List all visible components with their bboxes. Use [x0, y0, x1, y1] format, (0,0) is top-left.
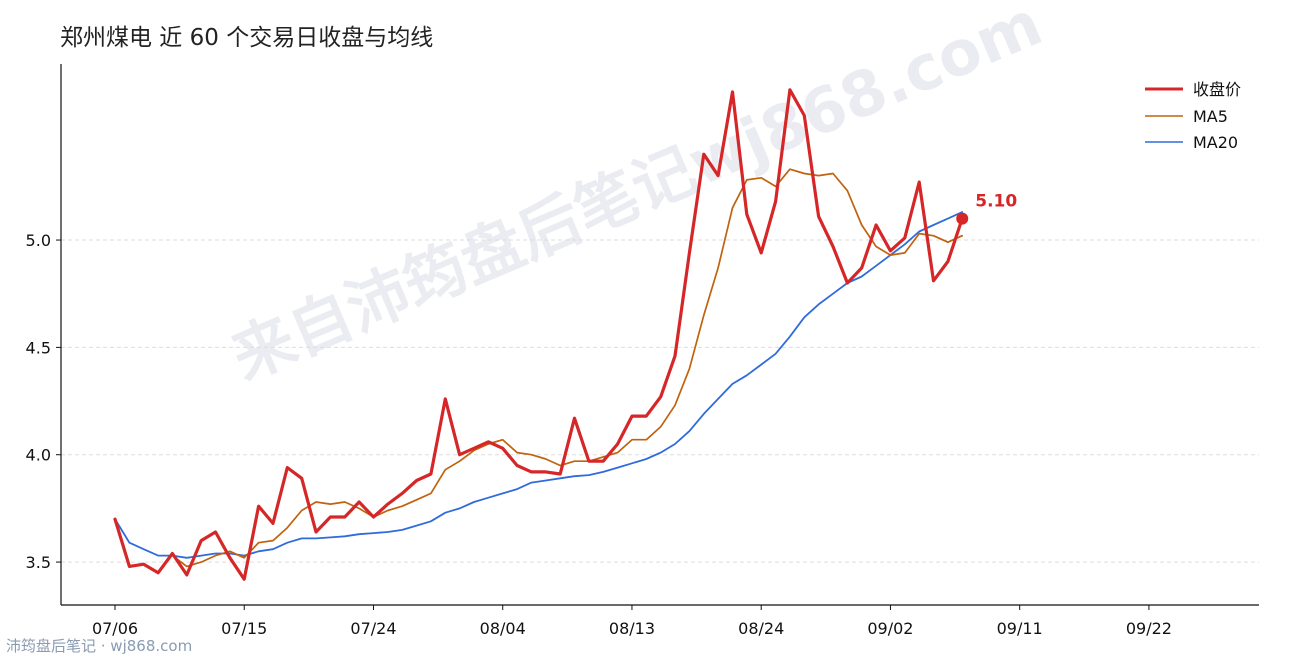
- watermark-text: 来自沛筠盘后笔记wj868.com: [221, 0, 1052, 394]
- x-tick-label: 08/13: [609, 619, 655, 638]
- x-tick-label: 07/06: [92, 619, 138, 638]
- x-tick-label: 09/11: [997, 619, 1043, 638]
- axes: [60, 64, 1259, 606]
- last-close-point: [956, 212, 969, 225]
- y-tick-label: 3.5: [26, 553, 51, 572]
- x-tick-label: 08/24: [738, 619, 784, 638]
- footer-source-note: 沛筠盘后笔记 · wj868.com: [6, 637, 193, 655]
- legend: 收盘价 MA5 MA20: [1145, 80, 1241, 152]
- x-tick-label: 09/22: [1126, 619, 1172, 638]
- y-tick-label: 4.5: [26, 338, 51, 357]
- x-tick-label: 08/04: [480, 619, 526, 638]
- y-ticks: 3.5 4.0 4.5 5.0: [26, 231, 61, 572]
- last-value-marker: 5.10: [956, 192, 1017, 225]
- chart-title: 郑州煤电 近 60 个交易日收盘与均线: [60, 25, 434, 51]
- x-tick-label: 07/24: [350, 619, 396, 638]
- legend-label-close: 收盘价: [1193, 80, 1241, 99]
- grid-lines: [61, 239, 1259, 563]
- ma5-line: [171, 168, 964, 568]
- series-lines: [113, 88, 964, 581]
- y-tick-label: 5.0: [26, 231, 51, 250]
- ma20-line: [114, 211, 964, 559]
- y-tick-label: 4.0: [26, 446, 51, 465]
- x-ticks: 07/06 07/15 07/24 08/04 08/13 08/24 09/02 09/11…: [92, 605, 1172, 638]
- legend-label-ma5: MA5: [1193, 107, 1228, 126]
- legend-label-ma20: MA20: [1193, 133, 1238, 152]
- x-tick-label: 09/02: [867, 619, 913, 638]
- x-tick-label: 07/15: [221, 619, 267, 638]
- last-close-label: 5.10: [975, 192, 1017, 212]
- close-price-line: [113, 88, 964, 581]
